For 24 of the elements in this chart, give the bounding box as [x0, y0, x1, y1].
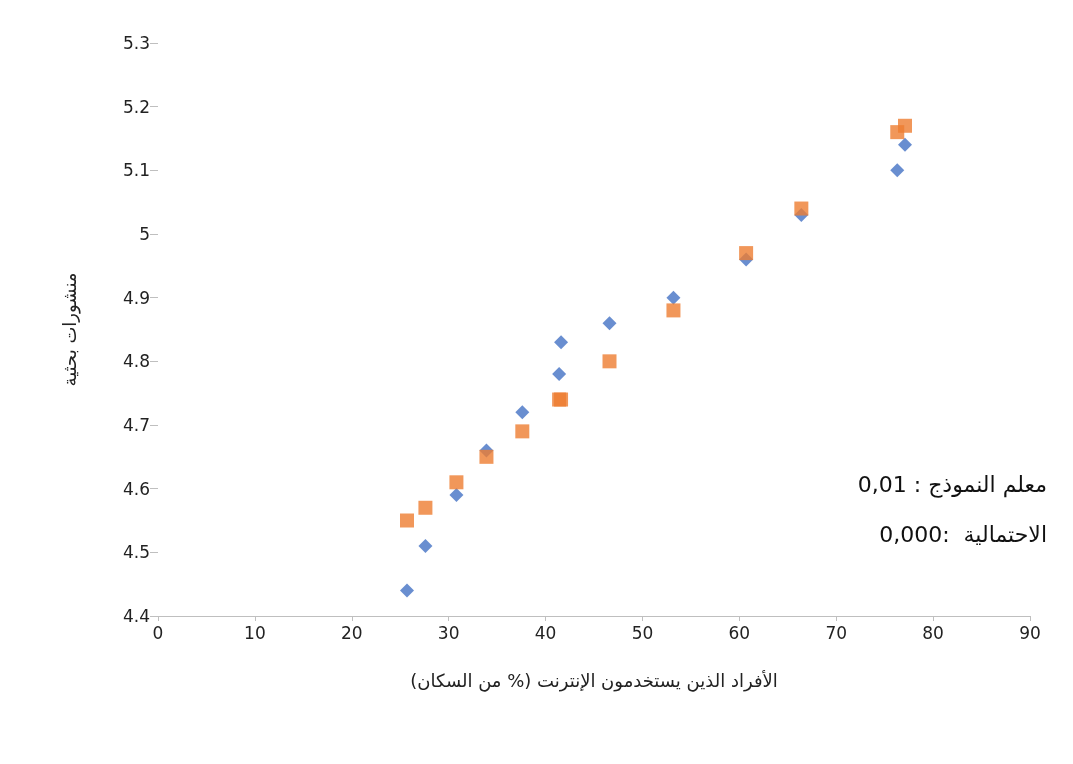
x-tick-label: 0 [152, 622, 164, 643]
y-tick-label: 4.9 [122, 287, 150, 308]
annotation: معلم النموذج : 0,01 [857, 471, 1047, 498]
y-tick-label: 5.1 [122, 160, 150, 181]
y-tick-label: 5 [139, 224, 150, 244]
y-tick-label: 4.4 [122, 606, 150, 626]
x-tick-label: 30 [437, 622, 460, 643]
x-tick-label: 20 [340, 622, 363, 643]
x-tick-label: 40 [534, 622, 557, 643]
x-tick-label: 70 [825, 622, 848, 643]
y-tick-label: 5.3 [122, 33, 150, 53]
y-tick-label: 5.2 [122, 96, 150, 117]
x-tick-label: 50 [631, 622, 654, 643]
x-tick-label: 60 [728, 622, 751, 643]
x-tick-label: 90 [1019, 622, 1041, 643]
x-tick-label: 10 [244, 622, 266, 643]
y-tick-label: 4.7 [122, 415, 150, 435]
annotation: الاحتمالية :0,000 [879, 521, 1048, 547]
y-tick-label: 4.8 [122, 351, 150, 372]
x-tick-label: 80 [922, 622, 944, 643]
y-axis-title: منشورات بحثية [58, 272, 81, 387]
y-tick-label: 4.6 [122, 478, 150, 499]
y-tick-label: 4.5 [122, 542, 150, 563]
x-axis-title: الأفراد الذين يستخدمون الإنترنت (% من السكان) [410, 669, 778, 692]
